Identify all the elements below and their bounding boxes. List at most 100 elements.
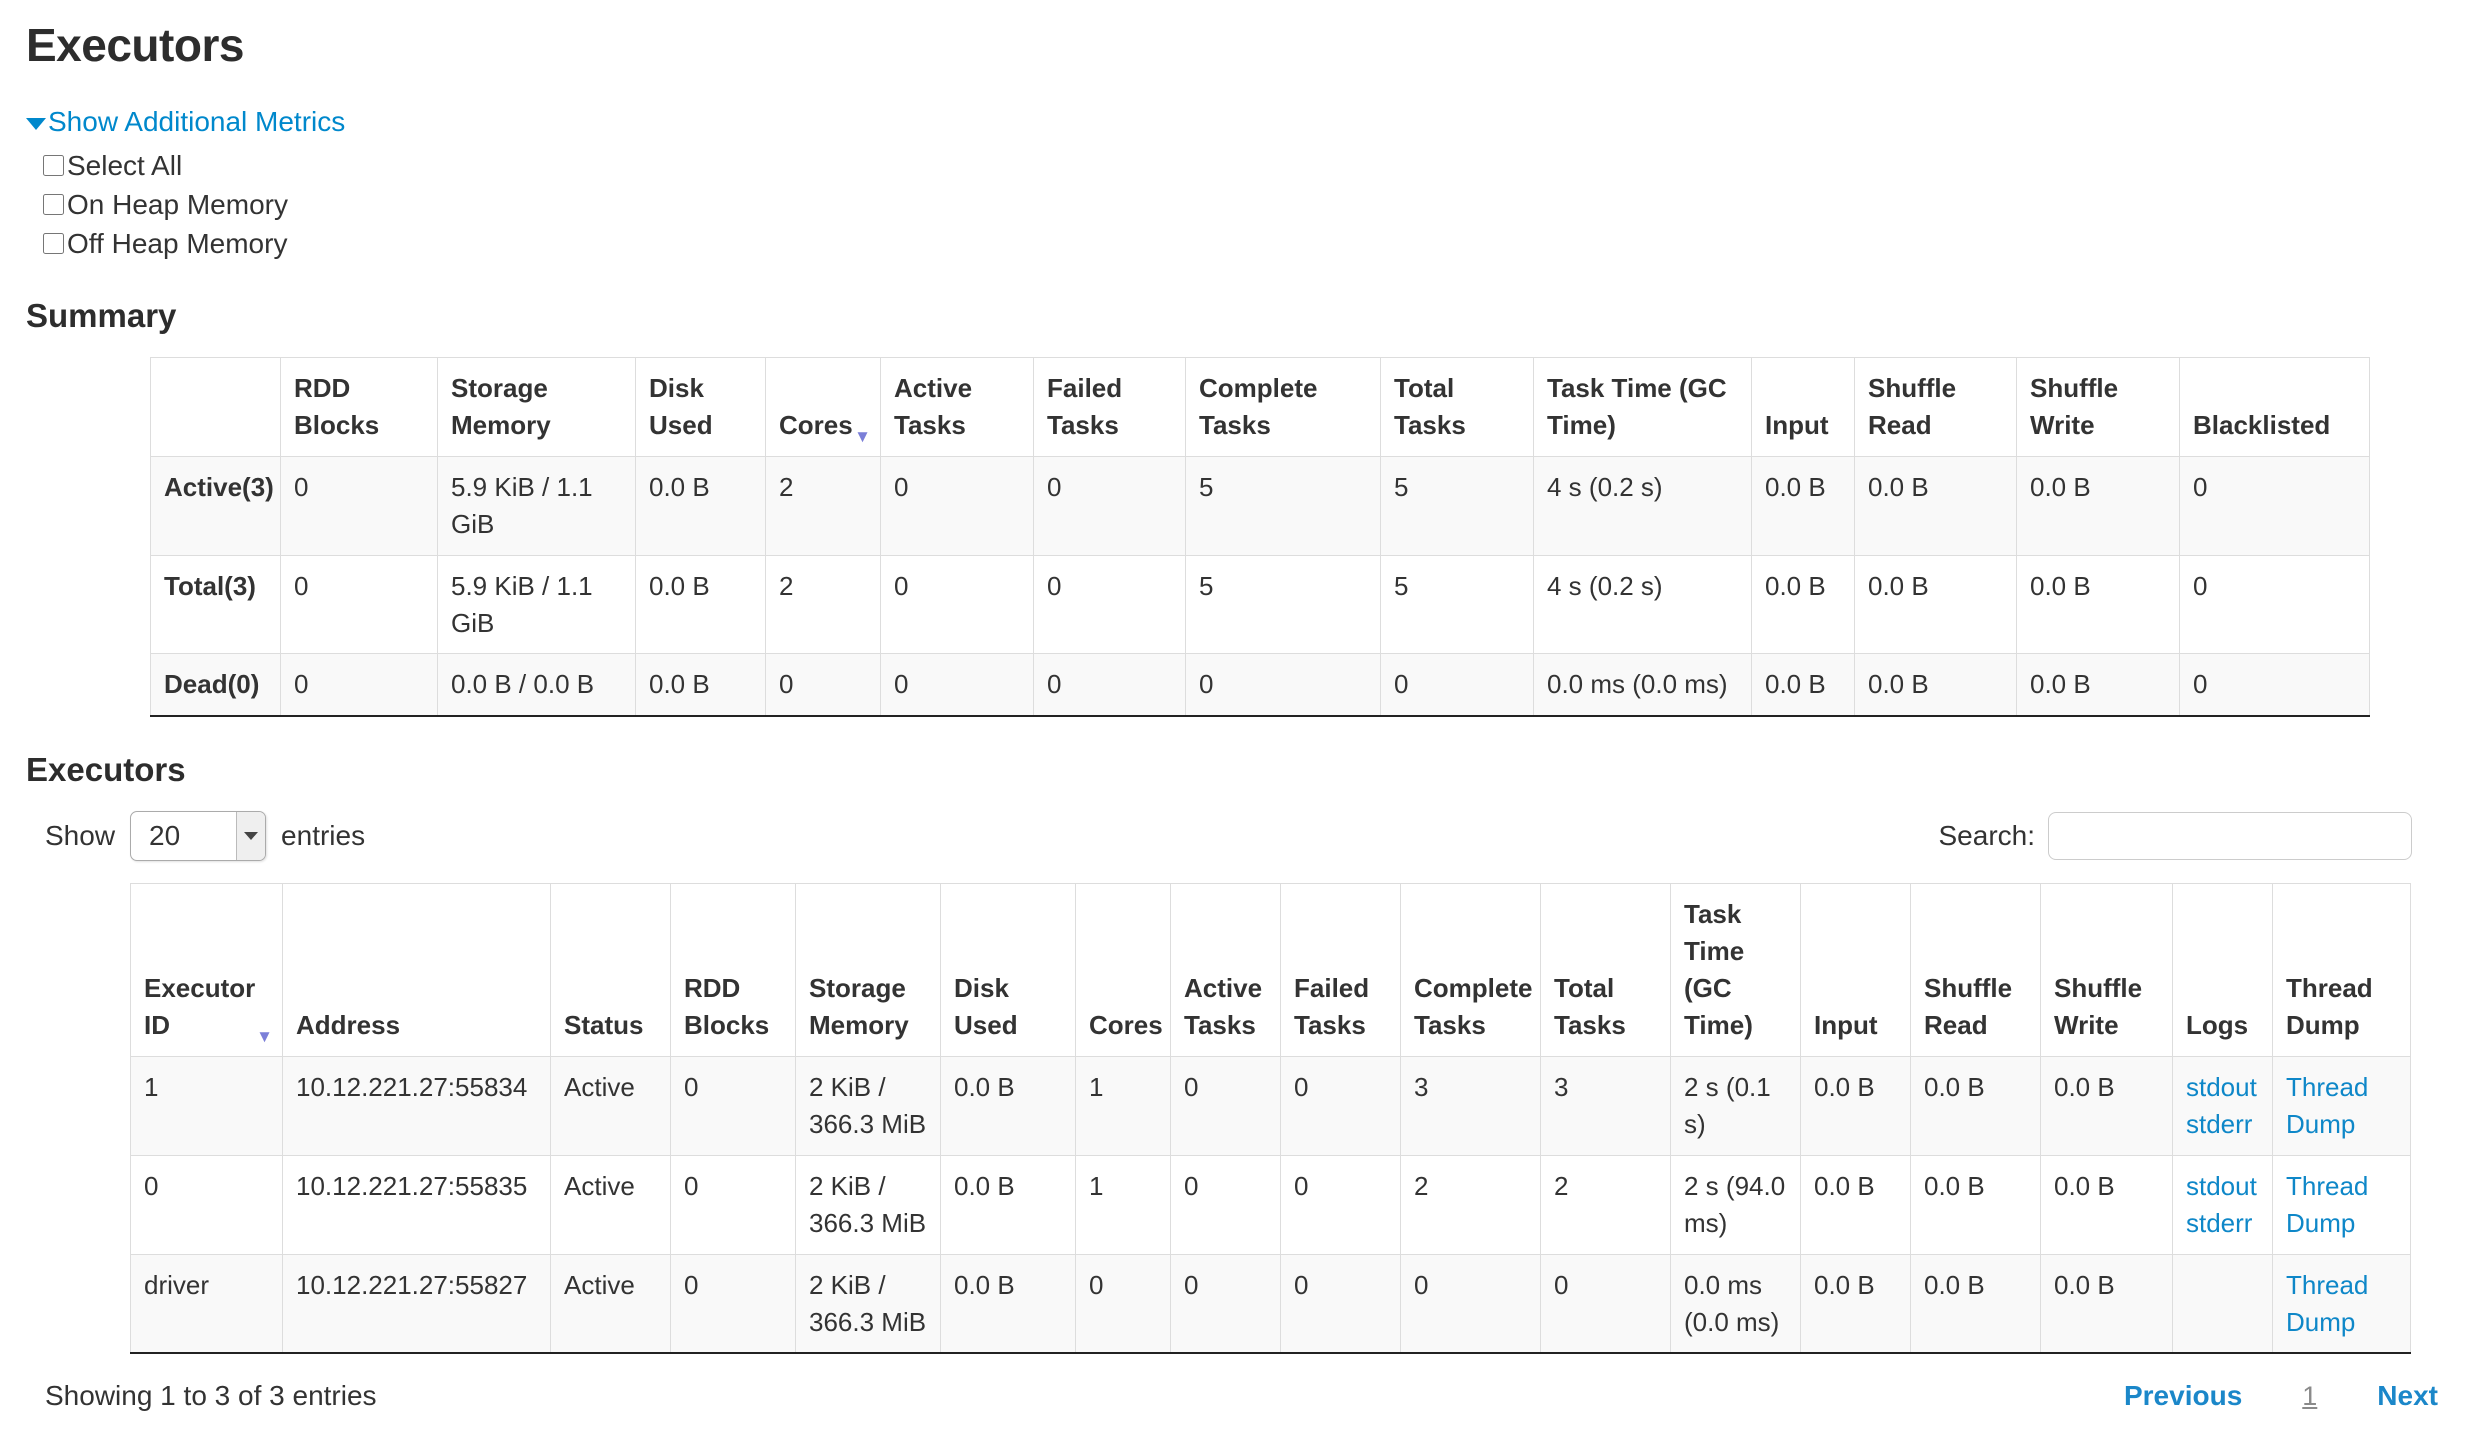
metric-option-off-heap-memory[interactable]: Off Heap Memory <box>43 224 2440 263</box>
col-header-shuffle-write[interactable]: Shuffle Write <box>2016 357 2180 457</box>
summary-table: RDD Blocks Storage Memory Disk Used Core… <box>150 357 2370 718</box>
stderr-link[interactable]: stderr <box>2186 1108 2253 1139</box>
off-heap-memory-checkbox[interactable] <box>43 233 64 254</box>
show-label: Show <box>45 820 116 852</box>
col-header-disk-used[interactable]: Disk Used <box>635 357 766 457</box>
col-header-executor-id[interactable]: Executor ID ▼ <box>130 883 283 1057</box>
cell-shuffle-write: 0.0 B <box>2040 1154 2173 1255</box>
col-header-thread-dump[interactable]: Thread Dump <box>2272 883 2411 1057</box>
cell: 0.0 B / 0.0 B <box>437 653 636 717</box>
cell: 5 <box>1380 554 1534 655</box>
col-header-task-time[interactable]: Task Time (GC Time) <box>1533 357 1752 457</box>
cell-logs <box>2172 1253 2273 1354</box>
col-header-blacklisted[interactable]: Blacklisted <box>2179 357 2370 457</box>
on-heap-memory-checkbox[interactable] <box>43 194 64 215</box>
cell: 5 <box>1185 455 1381 556</box>
summary-header-row: RDD Blocks Storage Memory Disk Used Core… <box>150 357 2370 457</box>
cell: 0.0 B <box>635 653 766 717</box>
cell-storage-memory: 2 KiB / 366.3 MiB <box>795 1253 941 1354</box>
col-header-cores[interactable]: Cores ▼ <box>765 357 881 457</box>
cell-shuffle-write: 0.0 B <box>2040 1055 2173 1156</box>
col-header-logs[interactable]: Logs <box>2172 883 2273 1057</box>
col-header-cores[interactable]: Cores <box>1075 883 1171 1057</box>
stdout-link[interactable]: stdout <box>2186 1071 2257 1102</box>
col-header-total-tasks[interactable]: Total Tasks <box>1380 357 1534 457</box>
col-header-active-tasks[interactable]: Active Tasks <box>1170 883 1281 1057</box>
metric-option-label: Off Heap Memory <box>67 227 288 259</box>
col-header-rdd-blocks[interactable]: RDD Blocks <box>670 883 796 1057</box>
cell: 4 s (0.2 s) <box>1533 455 1752 556</box>
cell-failed-tasks: 0 <box>1280 1253 1401 1354</box>
cell-cores: 1 <box>1075 1055 1171 1156</box>
metric-option-select-all[interactable]: Select All <box>43 146 2440 185</box>
col-header-shuffle-write[interactable]: Shuffle Write <box>2040 883 2173 1057</box>
executor-row: driver 10.12.221.27:55827 Active 0 2 KiB… <box>130 1253 2411 1354</box>
search-label: Search: <box>1938 820 2036 852</box>
cell: 0 <box>880 455 1034 556</box>
col-header-failed-tasks[interactable]: Failed Tasks <box>1280 883 1401 1057</box>
cell-input: 0.0 B <box>1800 1055 1911 1156</box>
sort-desc-icon: ▼ <box>256 1026 273 1046</box>
col-header-shuffle-read[interactable]: Shuffle Read <box>1910 883 2041 1057</box>
thread-dump-link[interactable]: Thread Dump <box>2286 1269 2369 1337</box>
col-header-total-tasks[interactable]: Total Tasks <box>1540 883 1671 1057</box>
col-header-input[interactable]: Input <box>1751 357 1855 457</box>
cell: 0.0 B <box>2016 554 2180 655</box>
cell-task-time: 2 s (94.0 ms) <box>1670 1154 1801 1255</box>
cell-status: Active <box>550 1154 671 1255</box>
col-header-executor-id-label: Executor ID <box>144 973 256 1041</box>
stdout-link[interactable]: stdout <box>2186 1170 2257 1201</box>
col-header-disk-used[interactable]: Disk Used <box>940 883 1076 1057</box>
cell-rdd-blocks: 0 <box>670 1253 796 1354</box>
col-header-status[interactable]: Status <box>550 883 671 1057</box>
cell: 0 <box>280 653 438 717</box>
cell: 0 <box>1033 653 1186 717</box>
col-header-task-time[interactable]: Task Time (GC Time) <box>1670 883 1801 1057</box>
cell: 0.0 B <box>1854 455 2017 556</box>
cell: 0 <box>280 554 438 655</box>
stderr-link[interactable]: stderr <box>2186 1207 2253 1238</box>
select-all-checkbox[interactable] <box>43 155 64 176</box>
page-size-select[interactable]: 20 <box>130 811 267 862</box>
col-header-storage-memory[interactable]: Storage Memory <box>437 357 636 457</box>
cell-active-tasks: 0 <box>1170 1154 1281 1255</box>
next-page-button[interactable]: Next <box>2377 1380 2438 1412</box>
page-number-1[interactable]: 1 <box>2302 1380 2318 1411</box>
thread-dump-link[interactable]: Thread Dump <box>2286 1170 2369 1238</box>
cell-storage-memory: 2 KiB / 366.3 MiB <box>795 1055 941 1156</box>
additional-metrics-section: Show Additional Metrics Select All On He… <box>26 106 2440 263</box>
col-header-address[interactable]: Address <box>282 883 551 1057</box>
col-header-input[interactable]: Input <box>1800 883 1911 1057</box>
cell-complete-tasks: 3 <box>1400 1055 1541 1156</box>
search-input[interactable] <box>2048 812 2412 861</box>
row-label: Total(3) <box>150 554 281 655</box>
col-header-cores-label: Cores <box>779 409 853 440</box>
cell-address: 10.12.221.27:55827 <box>282 1253 551 1354</box>
col-header-rdd-blocks[interactable]: RDD Blocks <box>280 357 438 457</box>
thread-dump-link[interactable]: Thread Dump <box>2286 1071 2369 1139</box>
col-header-active-tasks[interactable]: Active Tasks <box>880 357 1034 457</box>
cell-address: 10.12.221.27:55834 <box>282 1055 551 1156</box>
col-header-failed-tasks[interactable]: Failed Tasks <box>1033 357 1186 457</box>
cell-input: 0.0 B <box>1800 1253 1911 1354</box>
cell-logs: stdout stderr <box>2172 1154 2273 1255</box>
previous-page-button[interactable]: Previous <box>2123 1380 2243 1412</box>
col-header-complete-tasks[interactable]: Complete Tasks <box>1185 357 1381 457</box>
cell-disk-used: 0.0 B <box>940 1154 1076 1255</box>
summary-row-active: Active(3) 0 5.9 KiB / 1.1 GiB 0.0 B 2 0 … <box>150 455 2370 556</box>
col-header-storage-memory[interactable]: Storage Memory <box>795 883 941 1057</box>
col-header-shuffle-read[interactable]: Shuffle Read <box>1854 357 2017 457</box>
page-title: Executors <box>26 19 244 71</box>
executors-table: Executor ID ▼ Address Status RDD Blocks … <box>130 883 2411 1355</box>
cell-complete-tasks: 0 <box>1400 1253 1541 1354</box>
cell-address: 10.12.221.27:55835 <box>282 1154 551 1255</box>
cell-shuffle-read: 0.0 B <box>1910 1253 2041 1354</box>
summary-row-total: Total(3) 0 5.9 KiB / 1.1 GiB 0.0 B 2 0 0… <box>150 554 2370 655</box>
cell-total-tasks: 2 <box>1540 1154 1671 1255</box>
col-header-complete-tasks[interactable]: Complete Tasks <box>1400 883 1541 1057</box>
cell: 0 <box>2179 554 2370 655</box>
metric-option-on-heap-memory[interactable]: On Heap Memory <box>43 185 2440 224</box>
show-additional-metrics-toggle[interactable]: Show Additional Metrics <box>26 106 345 138</box>
entries-label: entries <box>281 820 366 852</box>
cell-storage-memory: 2 KiB / 366.3 MiB <box>795 1154 941 1255</box>
